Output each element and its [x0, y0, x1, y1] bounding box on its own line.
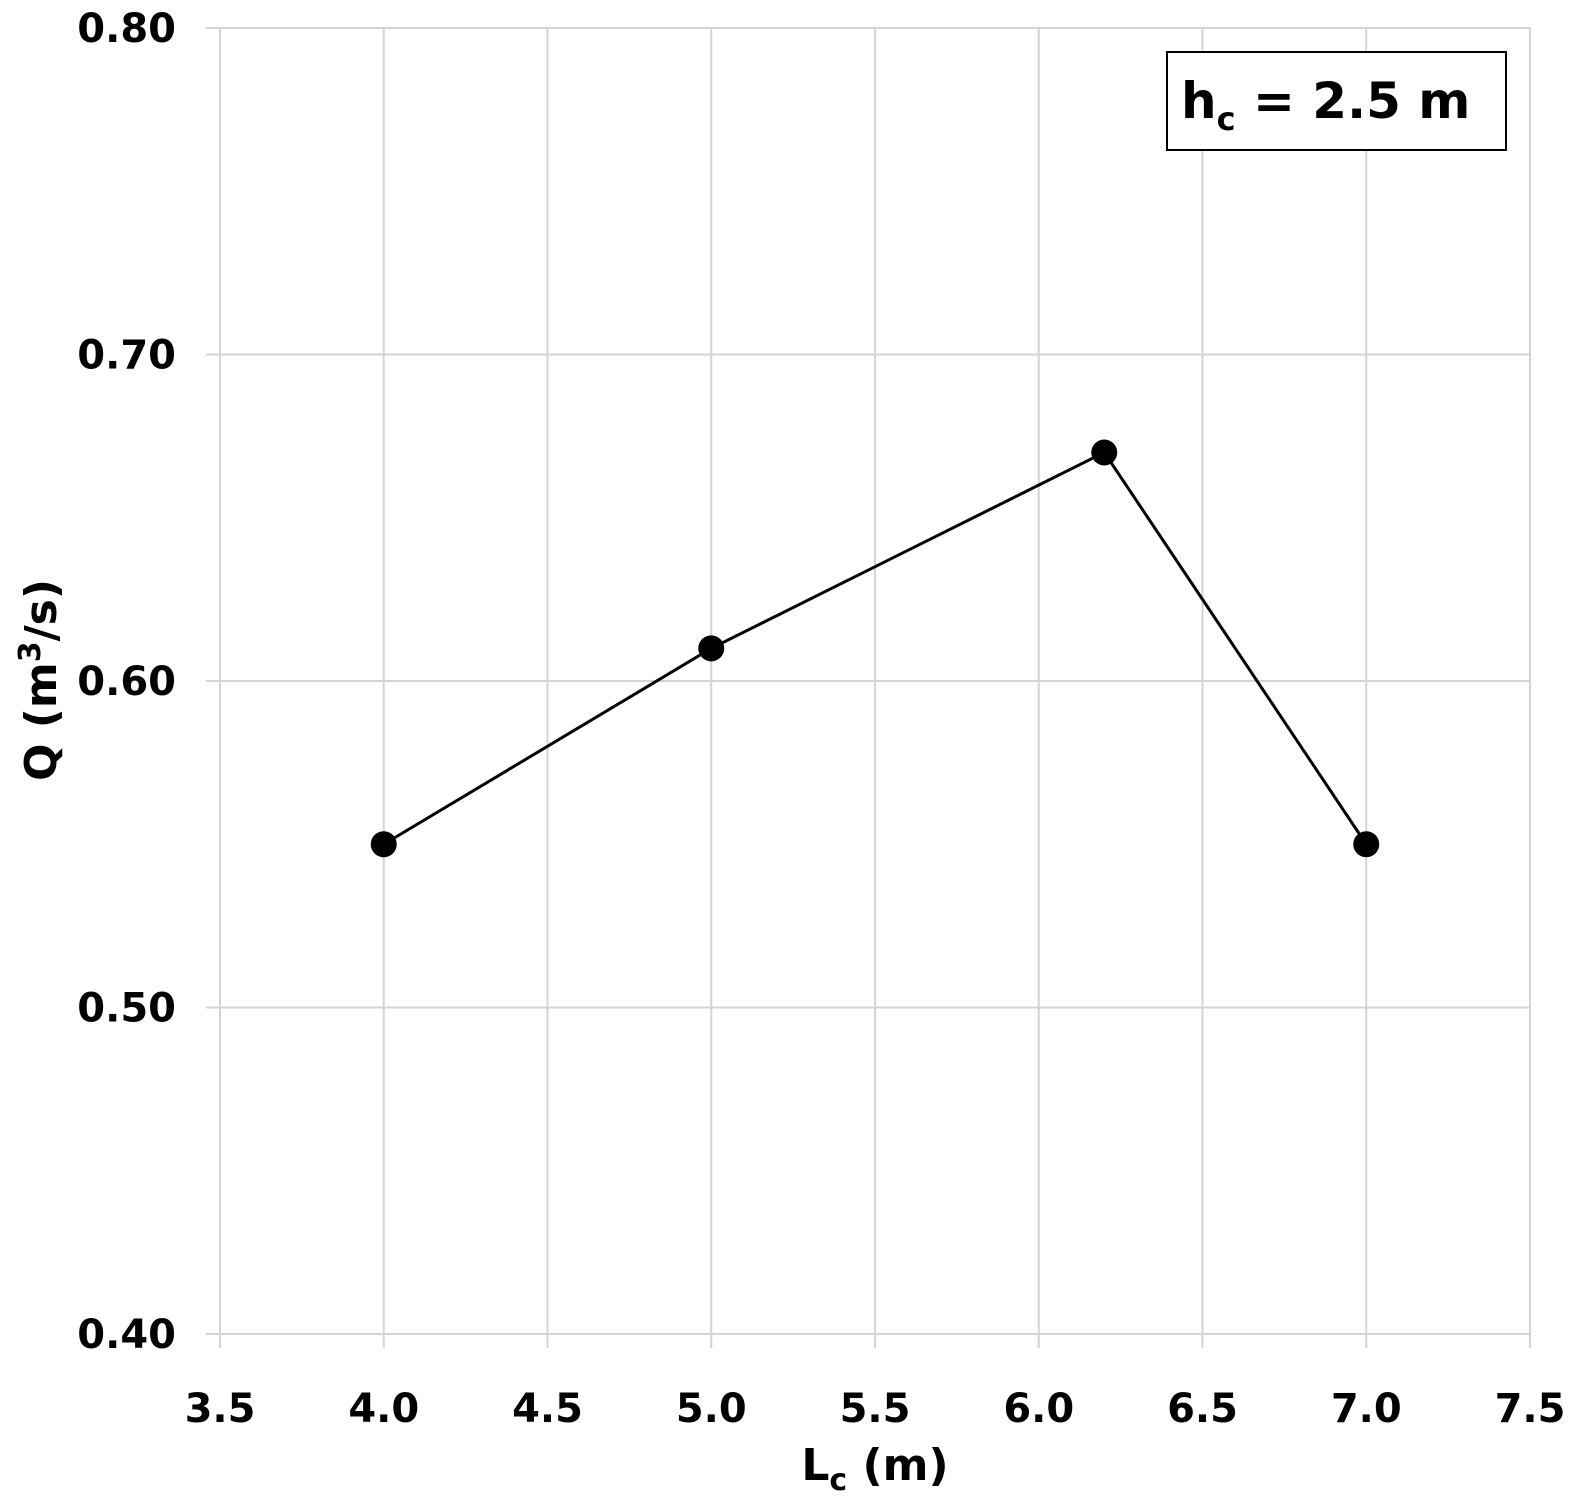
- data-point: [698, 635, 725, 662]
- data-point: [1091, 439, 1118, 466]
- annotation-box: hc = 2.5 m: [1166, 51, 1507, 151]
- y-tick-label: 0.80: [77, 6, 176, 52]
- x-tick-label: 6.5: [1167, 1386, 1238, 1432]
- x-axis-label: Lc (m): [801, 1440, 948, 1498]
- series-line: [382, 450, 1368, 846]
- x-tick-label: 3.5: [185, 1386, 256, 1432]
- x-tick-label: 5.5: [840, 1386, 911, 1432]
- y-tick-label: 0.40: [77, 1312, 176, 1358]
- y-tick-label: 0.60: [77, 659, 176, 705]
- annotation-frame: [1166, 51, 1507, 151]
- x-tick-label: 7.5: [1495, 1386, 1566, 1432]
- y-tick-label: 0.50: [77, 986, 176, 1032]
- data-point: [1353, 831, 1380, 858]
- data-point: [370, 831, 397, 858]
- x-axis-ticks: 3.5 4.0 4.5 5.0 5.5 6.0 6.5 7.0 7.5: [185, 1386, 1566, 1432]
- x-tick-label: 4.0: [348, 1386, 419, 1432]
- series: [370, 439, 1380, 858]
- x-tick-label: 5.0: [676, 1386, 747, 1432]
- annotation-text: hc = 2.5 m: [1181, 72, 1470, 138]
- grid: [206, 27, 1531, 1348]
- y-tick-label: 0.70: [77, 333, 176, 379]
- x-tick-label: 4.5: [512, 1386, 583, 1432]
- y-axis-ticks: 0.40 0.50 0.60 0.70 0.80: [77, 6, 176, 1358]
- x-tick-label: 7.0: [1331, 1386, 1402, 1432]
- y-axis-label: Q (m3/s): [13, 579, 67, 781]
- x-tick-label: 6.0: [1003, 1386, 1074, 1432]
